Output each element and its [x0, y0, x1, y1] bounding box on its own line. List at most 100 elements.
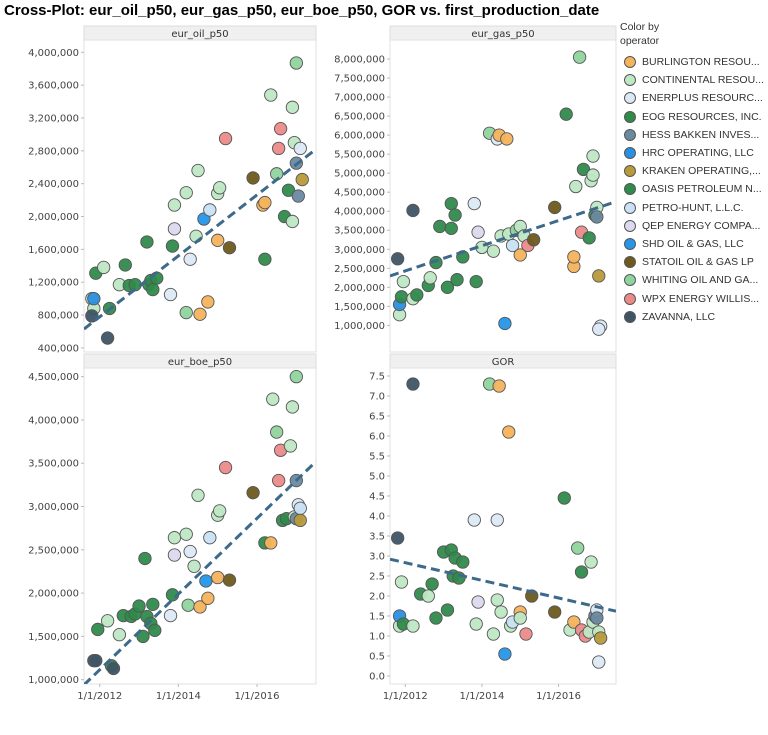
legend-item[interactable]: EOG RESOURCES, INC.	[620, 108, 768, 126]
data-point[interactable]	[574, 565, 589, 579]
data-point[interactable]	[218, 131, 233, 146]
data-point[interactable]	[569, 179, 583, 194]
data-point[interactable]	[519, 627, 533, 641]
data-point[interactable]	[193, 307, 207, 321]
data-point[interactable]	[222, 573, 237, 587]
data-point[interactable]	[467, 196, 481, 211]
data-point[interactable]	[471, 595, 485, 609]
data-point[interactable]	[406, 619, 420, 633]
data-point[interactable]	[469, 274, 483, 289]
data-point[interactable]	[281, 183, 296, 197]
data-point[interactable]	[406, 203, 420, 218]
legend-item[interactable]: QEP ENERGY COMPA...	[620, 217, 768, 235]
data-point[interactable]	[586, 168, 600, 182]
data-point[interactable]	[91, 622, 105, 637]
data-point[interactable]	[179, 186, 193, 200]
data-point[interactable]	[289, 56, 303, 70]
data-point[interactable]	[571, 541, 585, 555]
data-point[interactable]	[183, 252, 197, 266]
data-point[interactable]	[183, 544, 197, 559]
data-point[interactable]	[486, 244, 501, 258]
data-point[interactable]	[293, 513, 307, 528]
data-point[interactable]	[590, 210, 604, 224]
data-point[interactable]	[513, 611, 527, 625]
data-point[interactable]	[136, 629, 150, 644]
legend-item[interactable]: WPX ENERGY WILLIS...	[620, 289, 768, 307]
data-point[interactable]	[167, 222, 182, 236]
data-point[interactable]	[394, 575, 409, 589]
legend-item[interactable]: BURLINGTON RESOU...	[620, 53, 768, 71]
data-point[interactable]	[391, 531, 405, 545]
data-point[interactable]	[289, 370, 303, 384]
legend-item[interactable]: OASIS PETROLEUM N...	[620, 180, 768, 198]
data-point[interactable]	[594, 631, 608, 645]
data-point[interactable]	[492, 379, 506, 393]
data-point[interactable]	[87, 291, 101, 306]
legend-item[interactable]: HESS BAKKEN INVES...	[620, 126, 768, 144]
data-point[interactable]	[567, 615, 581, 629]
data-point[interactable]	[582, 231, 596, 245]
data-point[interactable]	[222, 241, 237, 255]
data-point[interactable]	[89, 653, 103, 668]
data-point[interactable]	[146, 282, 160, 297]
data-point[interactable]	[213, 504, 227, 518]
data-point[interactable]	[293, 141, 307, 156]
data-point[interactable]	[100, 614, 115, 628]
legend-item[interactable]: KRAKEN OPERATING,...	[620, 162, 768, 180]
legend-item[interactable]: ENERPLUS RESOURC...	[620, 89, 768, 107]
data-point[interactable]	[500, 132, 514, 146]
data-point[interactable]	[148, 623, 162, 637]
data-point[interactable]	[293, 501, 307, 515]
data-point[interactable]	[285, 400, 300, 414]
data-point[interactable]	[181, 598, 195, 612]
legend-item[interactable]: PETRO-HUNT, L.L.C.	[620, 199, 768, 217]
data-point[interactable]	[440, 280, 455, 294]
legend-item[interactable]: CONTINENTAL RESOU...	[620, 71, 768, 89]
data-point[interactable]	[498, 647, 512, 661]
data-point[interactable]	[271, 141, 286, 156]
data-point[interactable]	[211, 233, 225, 247]
data-point[interactable]	[548, 200, 562, 215]
data-point[interactable]	[590, 611, 604, 625]
data-point[interactable]	[163, 608, 178, 623]
data-point[interactable]	[112, 628, 127, 642]
data-point[interactable]	[273, 122, 288, 136]
data-point[interactable]	[163, 287, 178, 302]
data-point[interactable]	[572, 50, 587, 64]
data-point[interactable]	[394, 290, 409, 304]
data-point[interactable]	[557, 491, 571, 505]
data-point[interactable]	[246, 171, 260, 185]
data-point[interactable]	[213, 181, 227, 195]
legend-item[interactable]: ZAVANNA, LLC	[620, 308, 768, 326]
data-point[interactable]	[396, 274, 411, 289]
data-point[interactable]	[179, 305, 193, 320]
data-point[interactable]	[246, 486, 260, 500]
data-point[interactable]	[266, 392, 280, 406]
data-point[interactable]	[592, 269, 606, 283]
legend-item[interactable]: STATOIL OIL & GAS LP	[620, 253, 768, 271]
data-point[interactable]	[203, 203, 217, 217]
data-point[interactable]	[467, 513, 481, 527]
data-point[interactable]	[193, 600, 207, 614]
data-point[interactable]	[146, 597, 160, 612]
data-point[interactable]	[586, 149, 600, 163]
data-point[interactable]	[406, 377, 420, 391]
data-point[interactable]	[179, 527, 193, 541]
data-point[interactable]	[498, 316, 512, 331]
data-point[interactable]	[592, 322, 606, 336]
data-point[interactable]	[258, 252, 272, 266]
data-point[interactable]	[425, 577, 439, 591]
data-point[interactable]	[471, 225, 485, 239]
data-point[interactable]	[490, 593, 504, 607]
data-point[interactable]	[283, 439, 298, 453]
data-point[interactable]	[513, 248, 527, 262]
data-point[interactable]	[285, 100, 300, 114]
data-point[interactable]	[433, 219, 447, 234]
data-point[interactable]	[258, 195, 272, 210]
data-point[interactable]	[444, 221, 458, 235]
data-point[interactable]	[567, 250, 581, 264]
data-point[interactable]	[421, 589, 435, 603]
legend-item[interactable]: HRC OPERATING, LLC	[620, 144, 768, 162]
data-point[interactable]	[203, 531, 217, 545]
data-point[interactable]	[165, 239, 180, 253]
